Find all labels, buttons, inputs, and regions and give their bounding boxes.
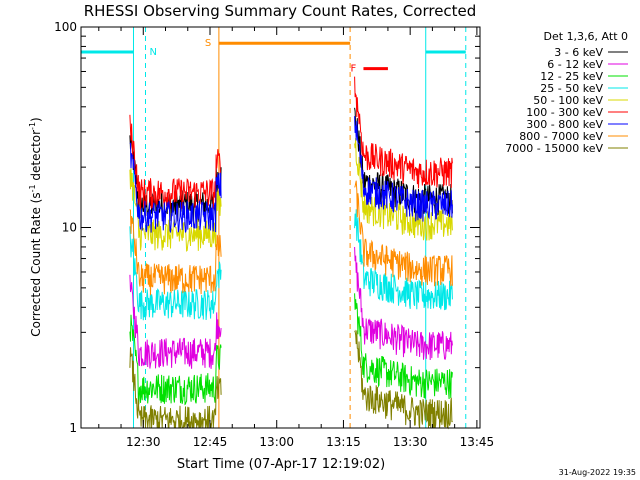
legend-label: 800 - 7000 keV: [519, 130, 603, 143]
y-tick-label: 10: [62, 221, 77, 235]
flag-label: S: [205, 38, 211, 49]
y-axis-label: Corrected Count Rate (s-1 detector-1): [28, 117, 43, 336]
x-tick-label: 12:45: [193, 435, 228, 449]
series-5: [129, 76, 453, 210]
series-trace: [354, 180, 453, 287]
chart-title: RHESSI Observing Summary Count Rates, Co…: [84, 2, 477, 20]
series-trace: [129, 274, 222, 369]
y-tick-label: 1: [69, 421, 77, 435]
series-trace: [129, 226, 222, 321]
series-2: [129, 293, 453, 406]
series-trace: [354, 246, 453, 361]
series-3: [129, 209, 453, 321]
legend-label: 7000 - 15000 keV: [505, 142, 603, 155]
flag-f: F: [350, 64, 388, 75]
x-axis-label: Start Time (07-Apr-17 12:19:02): [177, 457, 385, 472]
legend-label: 12 - 25 keV: [540, 70, 603, 83]
series-trace: [129, 114, 222, 210]
legend-label: 100 - 300 keV: [526, 106, 603, 119]
legend-label: 25 - 50 keV: [540, 82, 603, 95]
x-tick-label: 13:45: [460, 435, 495, 449]
flags-layer: N S F: [81, 27, 467, 428]
footer-timestamp: 31-Aug-2022 19:35: [559, 468, 636, 477]
x-tick-label: 13:15: [326, 435, 361, 449]
y-tick-label: 100: [54, 20, 77, 34]
series-trace: [129, 134, 222, 222]
series-trace: [354, 116, 453, 222]
series-trace: [354, 76, 453, 189]
x-tick-label: 13:00: [259, 435, 294, 449]
legend-label: 6 - 12 keV: [547, 58, 603, 71]
series-7: [129, 180, 453, 296]
flag-s: S: [205, 27, 351, 428]
y-axis: 1 10 100: [54, 20, 480, 435]
series-trace: [129, 168, 222, 252]
series-1: [129, 246, 453, 369]
series-trace: [354, 209, 453, 311]
legend-header: Det 1,3,6, Att 0: [544, 30, 628, 43]
x-tick-label: 12:30: [126, 435, 161, 449]
series-trace: [129, 209, 222, 296]
series-trace: [354, 329, 453, 430]
legend-label: 3 - 6 keV: [554, 46, 603, 59]
x-tick-label: 13:30: [393, 435, 428, 449]
series-trace: [129, 314, 222, 406]
series-trace: [354, 293, 453, 400]
x-axis: 12:30 12:45 13:00 13:15 13:30 13:45: [98, 27, 495, 449]
flag-label: F: [350, 64, 356, 75]
series-6: [129, 116, 453, 233]
flag-label: N: [149, 47, 156, 58]
series-layer: [129, 76, 453, 430]
series-trace: [129, 142, 222, 233]
legend-label: 300 - 800 keV: [526, 118, 603, 131]
legend-label: 50 - 100 keV: [533, 94, 603, 107]
